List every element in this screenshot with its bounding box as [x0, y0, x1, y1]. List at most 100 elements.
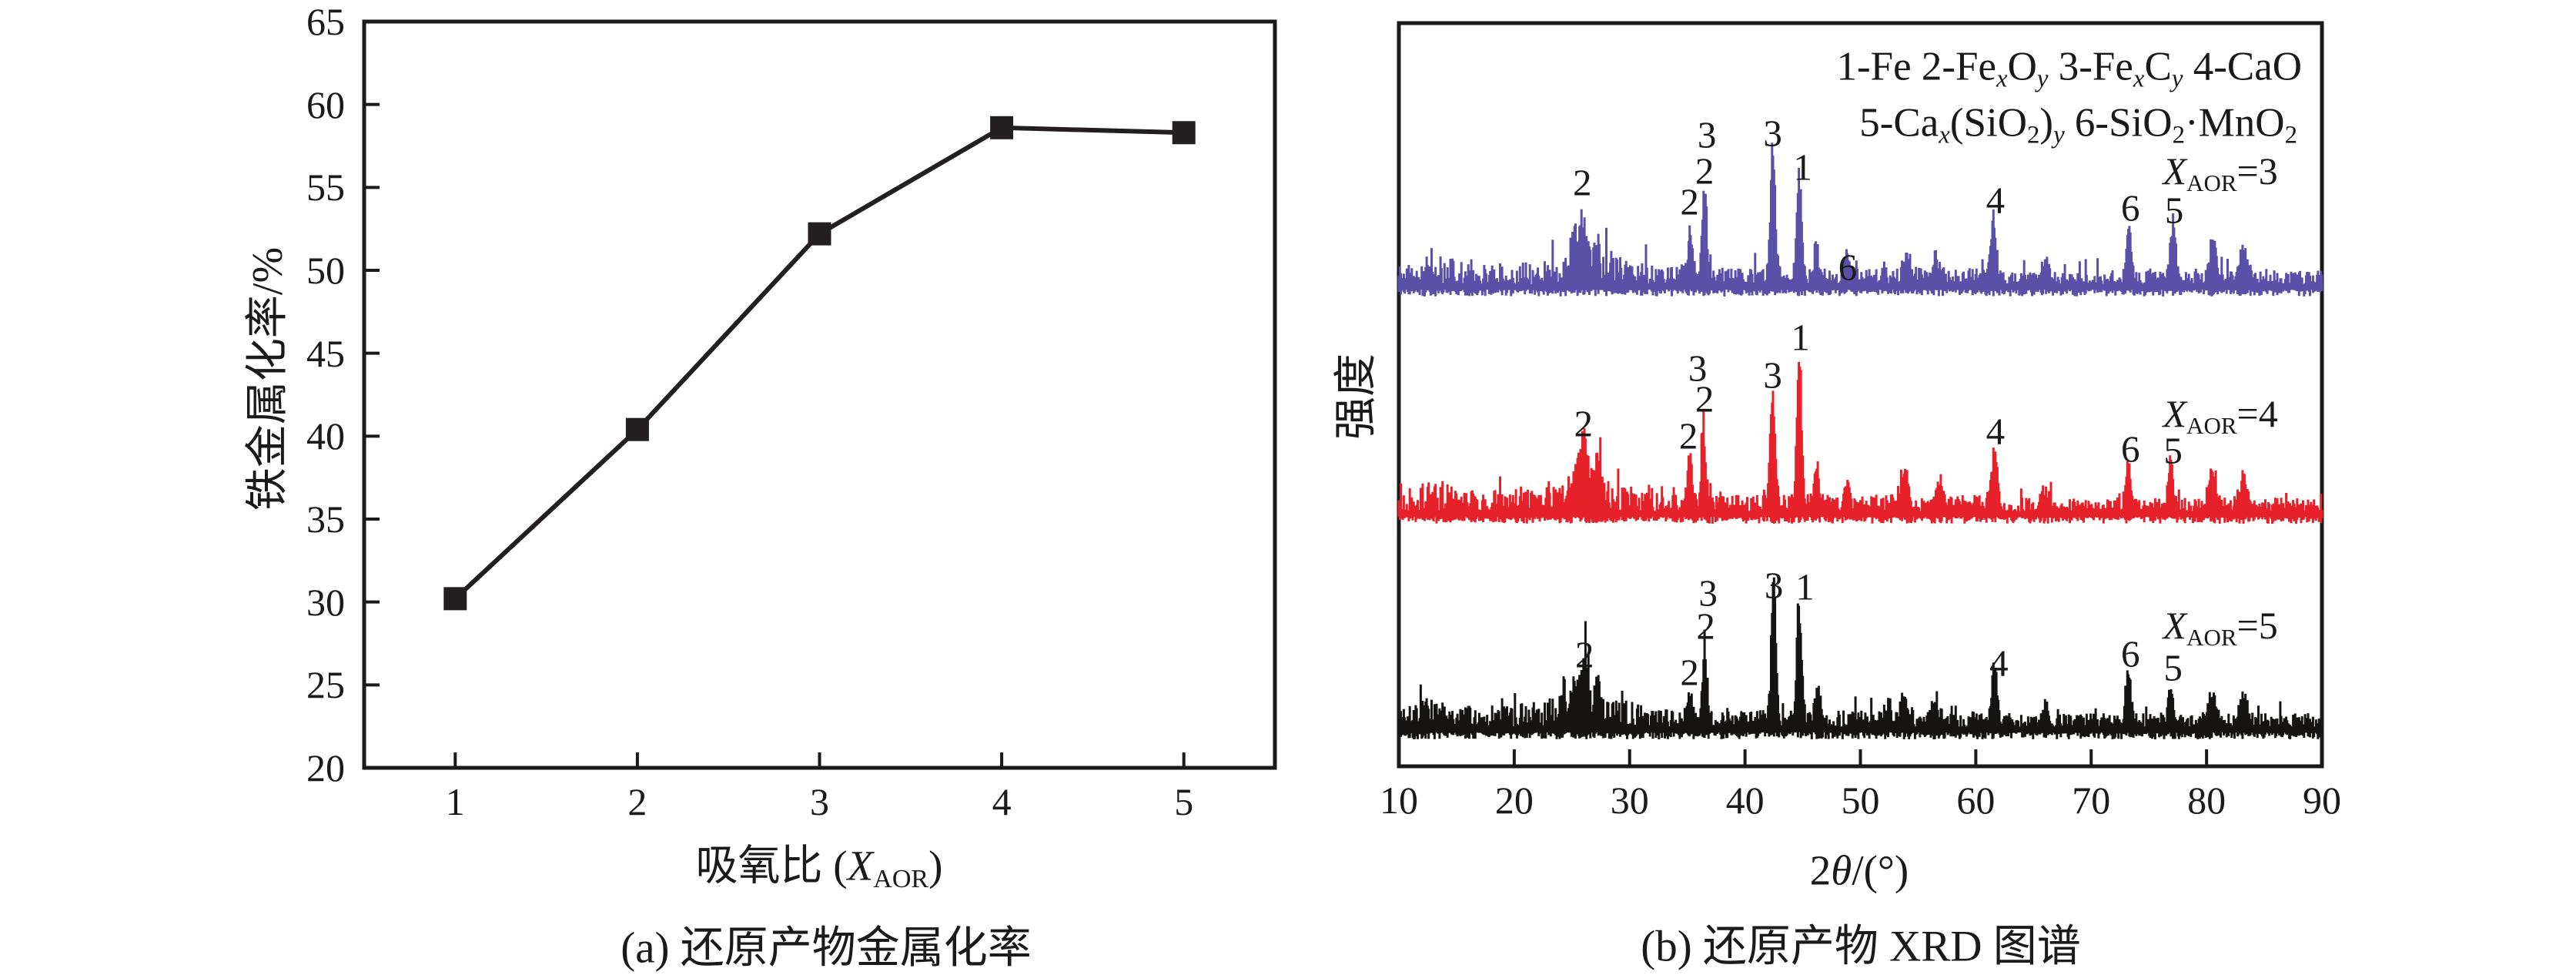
panel-b-x-tick-label: 60	[1956, 779, 1996, 822]
text-token: y	[2036, 65, 2049, 93]
text-token: 2	[2284, 121, 2297, 149]
text-token: )	[2039, 100, 2054, 146]
xrd-trace-name-label: XAOR=5	[2163, 606, 2278, 649]
text-token: /(°)	[1852, 846, 1909, 894]
xrd-peak-label-1: 1	[1795, 565, 1815, 608]
xrd-peak-label-4: 4	[1986, 410, 2006, 453]
xrd-peak-label-6: 6	[2120, 186, 2140, 230]
text-token: 3-Fe	[2048, 44, 2133, 89]
panel-a-y-tick-label: 35	[306, 498, 345, 541]
text-token: 2	[2172, 121, 2185, 149]
panel-a-data-point	[990, 116, 1014, 139]
xrd-peak-label-1: 1	[1793, 146, 1812, 189]
text-token: 2	[1809, 846, 1832, 894]
text-token: AOR	[2186, 169, 2237, 196]
xrd-peak-label-1: 1	[1791, 316, 1810, 359]
xrd-peak-label-4: 4	[1989, 642, 2009, 685]
xrd-peak-label-2: 2	[1680, 180, 1699, 223]
xrd-peak-label-6: 6	[2120, 632, 2140, 675]
text-token: 6-SiO	[2064, 100, 2173, 146]
panel-a-y-tick-label: 55	[306, 166, 345, 209]
xrd-peak-label-5: 5	[2164, 189, 2184, 232]
text-token: 1-Fe 2-Fe	[1836, 44, 1997, 89]
panel-a-y-tick-label: 30	[306, 580, 345, 624]
panel-b-x-tick-label: 10	[1380, 779, 1418, 822]
panel-b-x-tick-label: 30	[1610, 779, 1649, 822]
xrd-peak-label-6: 6	[2120, 427, 2140, 471]
xrd-peak-label-2: 2	[1694, 149, 1715, 193]
text-token: 5-Ca	[1859, 100, 1939, 146]
text-token: X	[2163, 392, 2187, 436]
xrd-trace-name-label: XAOR=4	[2163, 394, 2278, 437]
text-token: O	[2007, 44, 2037, 89]
xrd-trace-xaor=5	[1397, 577, 2323, 739]
text-token: =3	[2236, 149, 2278, 193]
text-token: (SiO	[1949, 100, 2027, 146]
text-token: C	[2144, 44, 2172, 89]
panel-a-data-point	[443, 587, 467, 611]
text-token: x	[2133, 65, 2145, 93]
panel-a-x-tick-label: 5	[1174, 780, 1194, 823]
text-token: y	[2053, 121, 2065, 149]
text-token: X	[2163, 604, 2187, 648]
panel-a-data-point	[808, 222, 831, 246]
xrd-trace-xaor=4	[1397, 361, 2323, 524]
panel-b-x-axis-label: 2θ/(°)	[1810, 849, 1909, 892]
panel-b-x-tick-label: 80	[2187, 779, 2226, 822]
text-token: AOR	[2186, 623, 2237, 651]
panel-b-y-axis-label: 强度	[1333, 353, 1380, 440]
xrd-legend-line-1: 1-Fe 2-FexOy 3-FexCy 4-CaO	[1836, 46, 2302, 92]
text-token: x	[1939, 121, 1950, 149]
panel-b-x-tick-label: 50	[1841, 779, 1880, 822]
panel-b-caption: (b) 还原产物 XRD 图谱	[1641, 922, 2081, 971]
panel-a-y-tick-label: 50	[306, 249, 345, 292]
panel-b-x-tick-label: 40	[1725, 779, 1765, 822]
xrd-trace-xaor=3	[1397, 142, 2323, 297]
xrd-peak-label-3: 3	[1697, 113, 1717, 156]
panel-a-y-tick-label: 40	[306, 414, 345, 458]
xrd-peak-label-6: 6	[1838, 246, 1858, 289]
text-token: AOR	[2186, 411, 2237, 439]
text-token: X	[847, 842, 874, 890]
text-token: )	[928, 842, 943, 890]
text-token: 4-CaO	[2183, 44, 2302, 89]
xrd-peak-label-3: 3	[1763, 353, 1782, 397]
panel-a-y-tick-label: 60	[306, 82, 345, 126]
panel-a-x-tick-label: 1	[445, 780, 465, 823]
xrd-peak-label-3: 3	[1698, 571, 1718, 615]
text-token: y	[2171, 65, 2183, 93]
text-token: ·MnO	[2185, 100, 2285, 146]
panel-b-x-tick-label: 70	[2072, 779, 2111, 822]
panel-a-x-tick-label: 3	[810, 780, 829, 823]
xrd-peak-label-5: 5	[2163, 646, 2183, 689]
panel-b-x-tick-label: 90	[2303, 779, 2341, 822]
xrd-peak-label-2: 2	[1575, 633, 1594, 676]
panel-a-x-tick-label: 2	[627, 780, 647, 823]
panel-a-x-tick-label: 4	[992, 780, 1012, 823]
panel-a-data-point	[1172, 121, 1196, 145]
panel-a-data-line	[453, 125, 1184, 601]
xrd-peak-label-2: 2	[1573, 161, 1592, 204]
text-token: X	[2163, 149, 2187, 193]
xrd-peak-label-4: 4	[1986, 179, 2006, 222]
panel-a-y-axis-label: 铁金属化率/%	[244, 246, 292, 511]
panel-a-y-tick-label: 25	[306, 663, 345, 707]
xrd-peak-label-2: 2	[1574, 402, 1594, 445]
panel-a-y-tick-label: 45	[306, 331, 345, 375]
panel-a-y-tick-label: 20	[306, 746, 345, 789]
xrd-peak-label-2: 2	[1694, 377, 1715, 420]
xrd-peak-label-3: 3	[1763, 112, 1782, 155]
text-token: x	[1996, 65, 2008, 93]
xrd-peak-label-2: 2	[1680, 651, 1699, 694]
xrd-legend-line-2: 5-Cax(SiO2)y 6-SiO2·MnO2	[1859, 102, 2297, 148]
text-token: 2	[2026, 121, 2040, 149]
text-token: =5	[2236, 604, 2278, 648]
text-token: AOR	[873, 865, 929, 894]
xrd-peak-label-3: 3	[1764, 564, 1784, 607]
xrd-peak-label-5: 5	[2163, 429, 2183, 472]
text-token: =4	[2236, 392, 2278, 436]
text-token: 吸氧比 (	[695, 842, 848, 890]
panel-a-y-tick-label: 65	[306, 0, 345, 43]
